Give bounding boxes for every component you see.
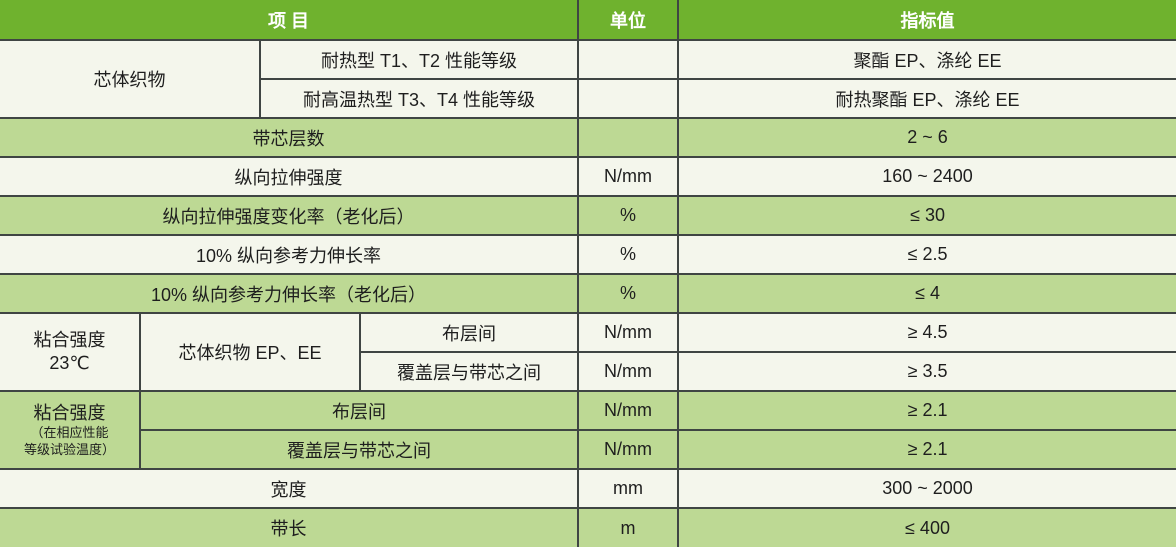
cell-ply-value: 2 ~ 6 [677, 117, 1176, 158]
cell-heat-type-value: 聚酯 EP、涤纶 EE [677, 39, 1176, 80]
row-high-heat-type: 耐高温热型 T3、T4 性能等级 耐热聚酯 EP、涤纶 EE [0, 78, 1176, 119]
cell-heat-type-unit [577, 39, 680, 80]
cell-high-heat-value: 耐热聚酯 EP、涤纶 EE [677, 78, 1176, 119]
cell-elongation-aged-value: ≤ 4 [677, 273, 1176, 314]
row-ply-count: 带芯层数 2 ~ 6 [0, 117, 1176, 158]
cell-between-plies-value: ≥ 4.5 [677, 312, 1176, 353]
cell-elongation-unit: % [577, 234, 680, 275]
header-item: 项 目 [0, 0, 580, 41]
cell-temp-cover-core-item: 覆盖层与带芯之间 [138, 429, 580, 470]
cell-core-fabric-group: 芯体织物 [0, 39, 261, 119]
adhesion-23c-temp: 23℃ [49, 353, 90, 373]
cell-adhesion-23c-group: 粘合强度 23℃ [0, 312, 141, 392]
cell-heat-type-item: 耐热型 T1、T2 性能等级 [258, 39, 580, 80]
cell-cover-core-item: 覆盖层与带芯之间 [358, 351, 580, 392]
header-row: 项 目 单位 指标值 [0, 0, 1176, 41]
adhesion-temp-label: 粘合强度 [33, 403, 106, 424]
cell-temp-between-plies-value: ≥ 2.1 [677, 390, 1176, 431]
cell-width-item: 宽度 [0, 468, 580, 509]
cell-temp-between-plies-item: 布层间 [138, 390, 580, 431]
cell-ply-item: 带芯层数 [0, 117, 580, 158]
cell-elongation-item: 10% 纵向参考力伸长率 [0, 234, 580, 275]
row-adhesion-temp-plies: 粘合强度 （在相应性能 等级试验温度） 布层间 N/mm ≥ 2.1 [0, 390, 1176, 470]
cell-elongation-aged-unit: % [577, 273, 680, 314]
cell-tensile-change-unit: % [577, 195, 680, 236]
cell-elongation-aged-item: 10% 纵向参考力伸长率（老化后） [0, 273, 580, 314]
cell-temp-cover-core-value: ≥ 2.1 [677, 429, 1176, 470]
cell-length-unit: m [577, 507, 680, 547]
adhesion-23c-label: 粘合强度 [33, 329, 106, 350]
row-tensile-change-aged: 纵向拉伸强度变化率（老化后） % ≤ 30 [0, 195, 1176, 236]
row-width: 宽度 mm 300 ~ 2000 [0, 468, 1176, 509]
cell-length-item: 带长 [0, 507, 580, 547]
cell-between-plies-unit: N/mm [577, 312, 680, 353]
row-elongation: 10% 纵向参考力伸长率 % ≤ 2.5 [0, 234, 1176, 275]
cell-cover-core-unit: N/mm [577, 351, 680, 392]
cell-adhesion-temp-group: 粘合强度 （在相应性能 等级试验温度） [0, 390, 141, 470]
row-belt-length: 带长 m ≤ 400 [0, 507, 1176, 547]
row-tensile-strength: 纵向拉伸强度 N/mm 160 ~ 2400 [0, 156, 1176, 197]
cell-tensile-item: 纵向拉伸强度 [0, 156, 580, 197]
header-value: 指标值 [677, 0, 1176, 41]
header-unit: 单位 [577, 0, 680, 41]
cell-tensile-change-item: 纵向拉伸强度变化率（老化后） [0, 195, 580, 236]
row-elongation-aged: 10% 纵向参考力伸长率（老化后） % ≤ 4 [0, 273, 1176, 314]
cell-high-heat-item: 耐高温热型 T3、T4 性能等级 [258, 78, 580, 119]
row-adhesion-temp-cover: 覆盖层与带芯之间 N/mm ≥ 2.1 [0, 429, 1176, 470]
cell-cover-core-value: ≥ 3.5 [677, 351, 1176, 392]
cell-width-value: 300 ~ 2000 [677, 468, 1176, 509]
row-adhesion-23c-cover: 覆盖层与带芯之间 N/mm ≥ 3.5 [0, 351, 1176, 392]
cell-tensile-change-value: ≤ 30 [677, 195, 1176, 236]
adhesion-temp-note-1: （在相应性能 [30, 425, 109, 441]
row-heat-type: 芯体织物 耐热型 T1、T2 性能等级 聚酯 EP、涤纶 EE [0, 39, 1176, 119]
cell-tensile-value: 160 ~ 2400 [677, 156, 1176, 197]
cell-width-unit: mm [577, 468, 680, 509]
row-adhesion-23c-plies: 粘合强度 23℃ 芯体织物 EP、EE 布层间 N/mm ≥ 4.5 [0, 312, 1176, 392]
cell-elongation-value: ≤ 2.5 [677, 234, 1176, 275]
adhesion-temp-note-2: 等级试验温度） [23, 441, 115, 457]
cell-adhesion-23c-subgroup: 芯体织物 EP、EE [139, 312, 361, 392]
cell-high-heat-unit [577, 78, 680, 119]
cell-between-plies-item: 布层间 [358, 312, 580, 353]
cell-ply-unit [577, 117, 680, 158]
cell-length-value: ≤ 400 [677, 507, 1176, 547]
cell-temp-cover-core-unit: N/mm [577, 429, 680, 470]
cell-temp-between-plies-unit: N/mm [577, 390, 680, 431]
cell-tensile-unit: N/mm [577, 156, 680, 197]
